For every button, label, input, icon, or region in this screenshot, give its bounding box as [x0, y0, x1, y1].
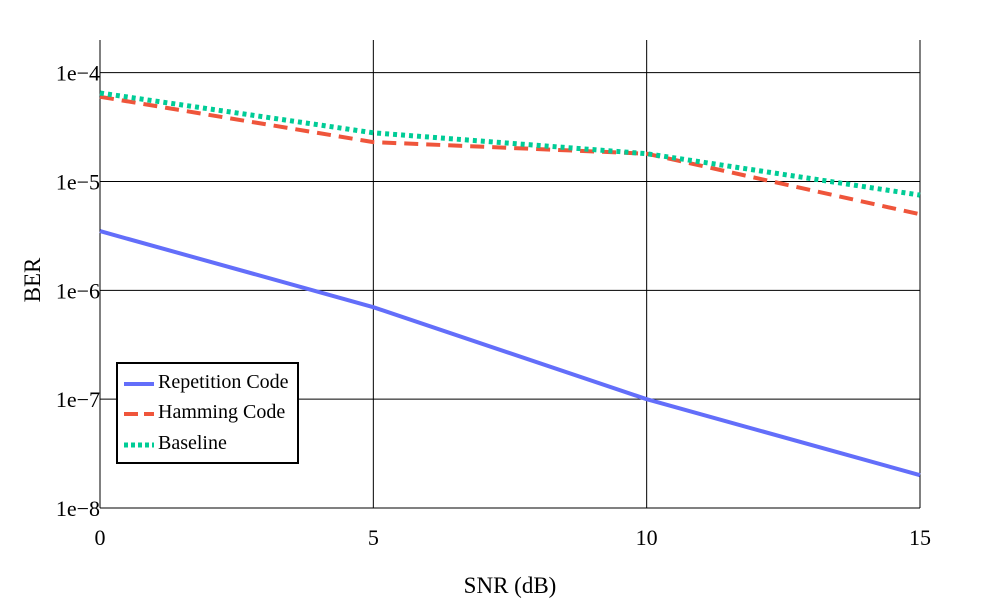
y-tick-label: 1e−7 — [56, 387, 100, 412]
y-axis-title: BER — [20, 257, 45, 302]
legend: Repetition Code Hamming Code Baseline — [116, 362, 299, 464]
series-line-hamming-code — [99, 94, 921, 217]
y-tick-label: 1e−8 — [56, 496, 100, 521]
tick-labels: 0 5 10 15 1e−4 1e−5 1e−6 1e−7 1e−8 — [56, 61, 931, 550]
legend-swatch-repetition — [124, 382, 154, 386]
legend-label-repetition: Repetition Code — [158, 371, 289, 393]
series-line-baseline — [99, 90, 921, 198]
grid — [99, 40, 921, 509]
x-tick-label: 0 — [95, 525, 106, 550]
x-tick-label: 10 — [636, 525, 658, 550]
legend-item-baseline[interactable]: Baseline — [118, 431, 301, 461]
y-tick-label: 1e−5 — [56, 169, 100, 194]
legend-label-baseline: Baseline — [158, 432, 227, 454]
legend-swatch-hamming — [124, 412, 154, 416]
series-lines — [99, 90, 921, 478]
x-tick-label: 5 — [368, 525, 379, 550]
legend-swatch-baseline — [124, 442, 154, 448]
legend-label-hamming: Hamming Code — [158, 401, 286, 423]
x-tick-label: 15 — [909, 525, 931, 550]
legend-item-repetition[interactable]: Repetition Code — [118, 370, 301, 400]
legend-item-hamming[interactable]: Hamming Code — [118, 400, 301, 430]
series-line-repetition-code — [99, 229, 921, 478]
y-tick-label: 1e−4 — [56, 61, 100, 86]
x-axis-title: SNR (dB) — [464, 573, 557, 598]
y-tick-label: 1e−6 — [56, 278, 100, 303]
